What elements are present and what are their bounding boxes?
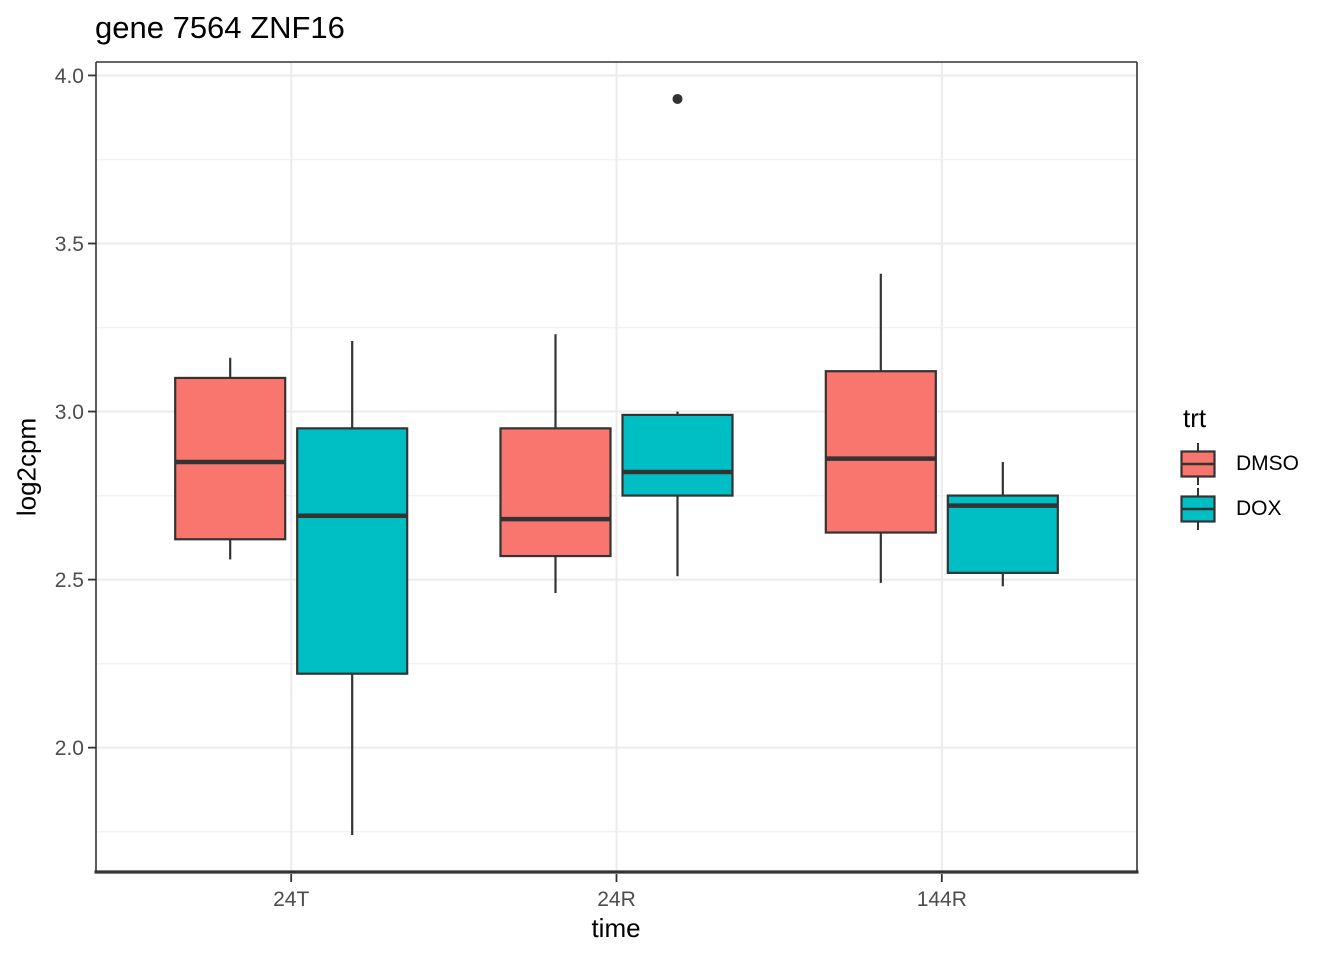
plot-title: gene 7564 ZNF16	[95, 10, 345, 45]
legend-label-dmso: DMSO	[1236, 452, 1299, 475]
box-DOX-144R	[946, 494, 1059, 574]
y-axis-title: log2cpm	[11, 417, 42, 517]
legend-entry-dox: DOX	[1180, 487, 1299, 531]
box-DMSO-144R	[824, 370, 937, 534]
x-axis-title: time	[591, 913, 641, 943]
x-tick-label: 24T	[273, 888, 309, 911]
x-tick-label: 24R	[597, 888, 636, 911]
legend-entry-dmso: DMSO	[1180, 442, 1299, 486]
outlier-point-DOX-24R	[672, 93, 683, 104]
box-DOX-24T	[296, 427, 409, 675]
y-tick-label: 3.5	[55, 233, 84, 256]
legend-label-dox: DOX	[1236, 497, 1282, 520]
y-tick-label: 2.0	[55, 737, 84, 760]
y-tick-label: 4.0	[55, 65, 84, 88]
box-DOX-24R	[621, 413, 734, 497]
boxplot-key-icon	[1180, 488, 1216, 530]
legend: trt DMSO DOX	[1180, 403, 1299, 531]
y-tick-label: 2.5	[55, 569, 84, 592]
y-tick-label: 3.0	[55, 401, 84, 424]
boxplot-key-icon	[1180, 443, 1216, 485]
box-DMSO-24R	[499, 427, 612, 558]
box-DMSO-24T	[174, 376, 287, 541]
legend-title: trt	[1183, 403, 1207, 433]
x-tick-label: 144R	[917, 888, 967, 911]
